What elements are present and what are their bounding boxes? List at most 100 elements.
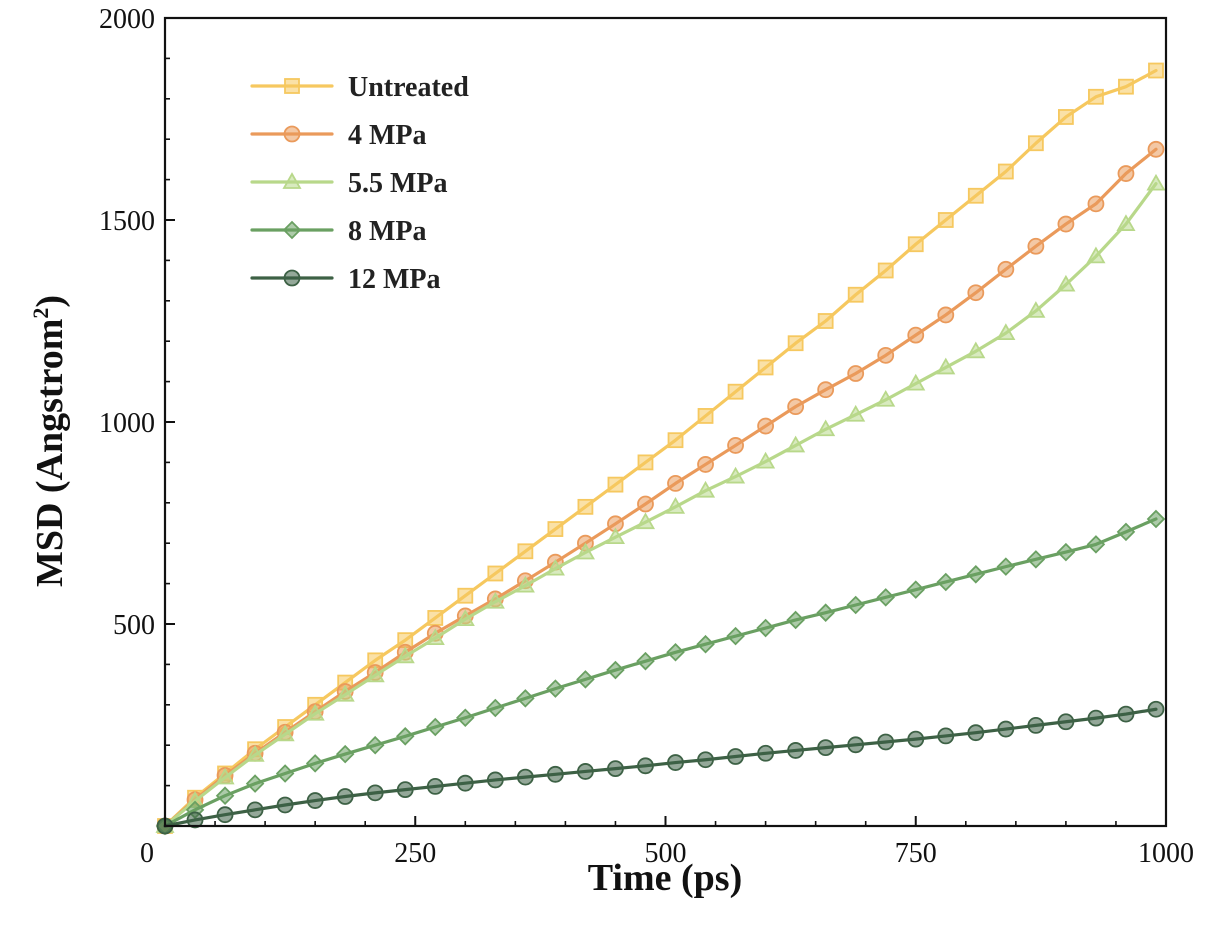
data-point [216,806,234,824]
data-point [395,727,415,746]
data-point [817,381,835,399]
data-point [1086,535,1106,554]
data-point [967,724,985,742]
legend-item: 12 MPa [250,264,441,295]
legend-marker [282,172,302,189]
data-point [215,767,235,785]
data-point [846,595,865,615]
data-point [697,751,714,769]
data-point [1147,700,1165,718]
y-tick-label: 1000 [99,408,155,439]
data-point [667,432,684,449]
data-point [786,435,806,453]
data-point [695,480,716,498]
data-point [246,801,264,819]
data-point [276,796,294,814]
data-point [1146,173,1166,191]
data-point [996,557,1016,576]
data-point [275,724,295,742]
data-point [966,341,986,359]
data-point [967,187,984,204]
data-point [907,326,925,344]
data-point [787,742,805,759]
data-point [396,781,414,799]
data-point [335,744,355,764]
data-point [997,720,1015,738]
data-point [816,419,836,437]
y-axis-title-close: ) [29,295,71,308]
data-point [606,660,625,680]
series-line [163,147,1158,828]
data-point [817,739,835,757]
data-point [936,357,956,375]
data-point [425,717,445,737]
data-point [665,497,686,514]
data-point [846,404,866,422]
data-point [1118,78,1134,95]
x-tick-label: 250 [394,838,436,869]
data-point [666,643,685,662]
data-point [937,727,955,745]
data-point [637,454,654,471]
data-point [727,383,744,400]
y-tick-label: 2000 [99,4,155,35]
data-point [637,757,654,775]
data-point [517,543,534,560]
data-point [907,236,924,253]
legend-marker [283,125,301,143]
data-point [426,778,444,795]
legend: Untreated 4 MPa 5.5 MPa 8 MPa 12 MPa [250,72,469,295]
data-point [186,811,204,829]
y-axis-title-group: MSD (Angstrom2) [28,295,71,587]
data-point [1027,717,1045,734]
data-point [637,495,654,513]
x-tick-label: 750 [895,838,937,869]
legend-item: 8 MPa [250,216,427,247]
series-line [163,707,1158,828]
axes-layer: 0 250 500 750 1000 500 1000 1500 2000 [99,4,1194,869]
data-point [1148,62,1164,79]
data-point [1057,713,1075,731]
data-point [455,609,475,627]
data-point [786,610,805,630]
data-point [306,792,324,809]
data-point [726,626,745,646]
data-point [545,558,565,576]
data-point [486,698,505,718]
data-point [516,768,534,786]
data-point [667,754,684,771]
data-point [636,651,655,671]
data-point [245,745,265,762]
data-point [457,587,474,604]
legend-item: Untreated [250,72,469,103]
data-point [335,684,355,702]
legend-label: 4 MPa [348,120,427,151]
legend-item: 5.5 MPa [250,168,448,199]
data-point [395,646,415,664]
data-point [1117,165,1135,182]
data-point [697,456,714,473]
data-point [756,451,776,469]
data-point [305,754,325,773]
legend-marker [283,269,301,287]
data-point [1058,109,1074,125]
data-point [635,512,656,530]
legend-label: Untreated [348,72,469,103]
data-point [906,580,926,599]
data-point [966,565,986,584]
data-point [1116,214,1136,231]
data-point [787,335,804,352]
data-point [1026,550,1046,569]
series-12-mpa [156,700,1165,835]
data-point [667,475,684,492]
x-tick-label: 1000 [1138,838,1194,869]
data-point [607,760,624,778]
data-point [336,788,354,805]
data-point [365,735,385,755]
data-point [727,748,744,765]
data-point [787,398,805,416]
data-point [697,408,714,424]
y-tick-label: 1500 [99,206,155,237]
data-point [877,733,895,751]
